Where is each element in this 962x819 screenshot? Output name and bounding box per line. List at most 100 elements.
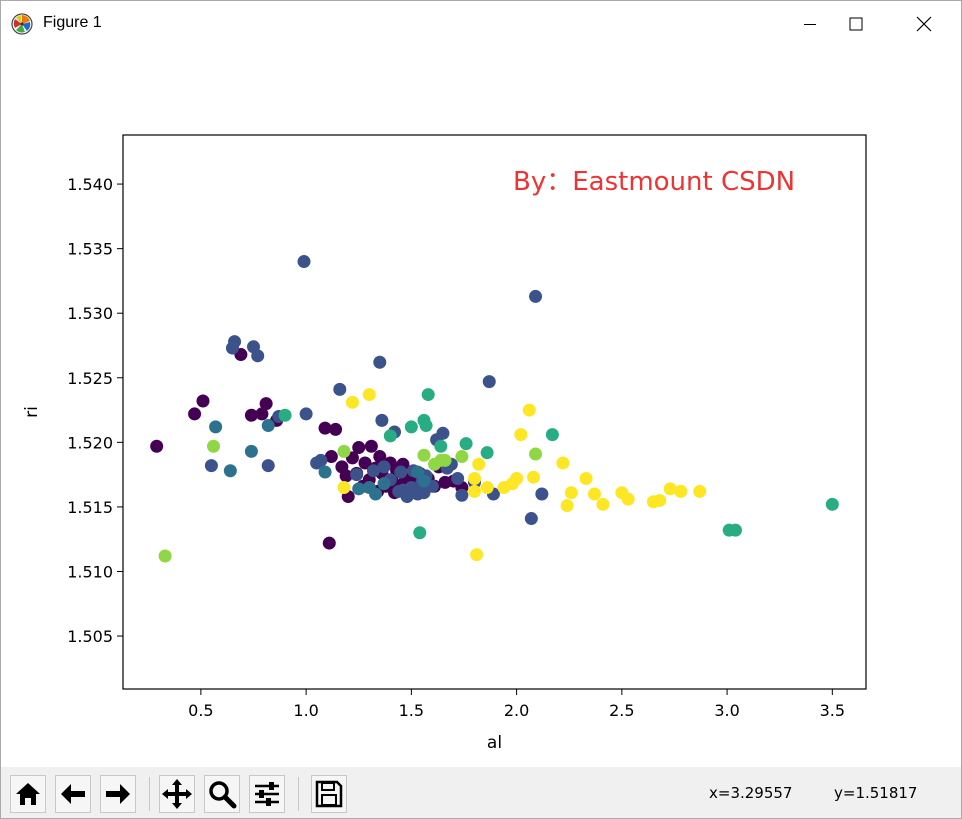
scatter-point <box>188 407 202 421</box>
scatter-point <box>251 349 265 363</box>
scatter-point <box>459 437 473 451</box>
scatter-point <box>482 375 496 389</box>
scatter-point <box>436 426 450 440</box>
pan-button[interactable] <box>159 775 195 813</box>
scatter-point <box>318 465 332 479</box>
scatter-point <box>468 484 482 498</box>
scatter-point <box>729 523 743 537</box>
scatter-point <box>480 481 494 495</box>
arrow-right-icon <box>106 784 130 804</box>
cursor-x-readout: x=3.29557 <box>709 784 793 802</box>
scatter-point <box>468 472 482 486</box>
x-tick-label: 1.0 <box>293 701 318 720</box>
scatter-point <box>514 428 528 442</box>
back-button[interactable] <box>55 775 91 813</box>
scatter-point <box>358 456 372 470</box>
home-button[interactable] <box>10 775 46 813</box>
scatter-point <box>825 497 839 511</box>
scatter-point <box>419 419 433 433</box>
scatter-point <box>455 488 469 502</box>
scatter-point <box>470 548 484 562</box>
scatter-point <box>337 444 351 458</box>
scatter-point <box>438 453 452 467</box>
scatter-point <box>579 472 593 486</box>
scatter-point <box>417 474 431 488</box>
scatter-point <box>451 472 465 486</box>
scatter-point <box>560 499 574 513</box>
scatter-point <box>522 403 536 417</box>
y-tick-label: 1.525 <box>67 369 113 388</box>
scatter-point <box>434 439 448 453</box>
y-tick-label: 1.520 <box>67 433 113 452</box>
scatter-point <box>339 469 353 483</box>
scatter-point <box>404 420 418 434</box>
scatter-point <box>526 470 540 484</box>
scatter-point <box>375 413 389 427</box>
scatter-point <box>556 456 570 470</box>
scatter-point <box>394 465 408 479</box>
x-axis-ticks: 0.5 1.0 1.5 2.0 2.5 3.0 3.5 <box>188 689 845 720</box>
scatter-point <box>535 487 549 501</box>
scatter-point <box>299 407 313 421</box>
minimize-icon <box>804 24 816 25</box>
y-tick-label: 1.540 <box>67 175 113 194</box>
scatter-point <box>369 487 383 501</box>
scatter-point <box>362 388 376 402</box>
magnifier-icon <box>209 781 237 809</box>
scatter-point <box>545 428 559 442</box>
y-tick-label: 1.505 <box>67 627 113 646</box>
scatter-point <box>377 477 391 491</box>
close-button[interactable] <box>901 1 947 47</box>
x-tick-label: 2.5 <box>609 701 634 720</box>
scatter-point <box>377 460 391 474</box>
scatter-point <box>244 408 258 422</box>
forward-button[interactable] <box>100 775 136 813</box>
scatter-point <box>653 493 667 507</box>
scatter-point <box>529 447 543 461</box>
scatter-point <box>411 465 425 479</box>
arrow-left-icon <box>61 784 85 804</box>
configure-subplots-button[interactable] <box>249 775 285 813</box>
minimize-button[interactable] <box>787 1 833 47</box>
home-icon <box>16 783 40 805</box>
scatter-point <box>596 497 610 511</box>
y-tick-label: 1.515 <box>67 498 113 517</box>
toolbar-separator <box>298 777 299 811</box>
scatter-point <box>417 448 431 462</box>
navigation-toolbar: x=3.29557 y=1.51817 <box>1 767 961 818</box>
scatter-chart[interactable]: 0.5 1.0 1.5 2.0 2.5 3.0 3.5 1.5051.5101.5151.5… <box>1 47 961 767</box>
scatter-point <box>204 459 218 473</box>
y-tick-label: 1.535 <box>67 240 113 259</box>
floppy-disk-icon <box>315 780 343 808</box>
y-tick-label: 1.510 <box>67 562 113 581</box>
axes-frame <box>122 134 867 690</box>
maximize-button[interactable] <box>833 1 879 47</box>
zoom-button[interactable] <box>204 775 240 813</box>
scatter-point <box>244 444 258 458</box>
scatter-point <box>663 482 677 496</box>
sliders-icon <box>255 782 279 806</box>
scatter-point <box>209 420 223 434</box>
scatter-point <box>564 486 578 500</box>
x-tick-label: 3.0 <box>714 701 739 720</box>
figure-canvas[interactable]: 0.5 1.0 1.5 2.0 2.5 3.0 3.5 1.505 1.510 1.515 1.5… <box>1 47 961 767</box>
scatter-point <box>329 422 343 436</box>
scatter-point <box>480 446 494 460</box>
scatter-point <box>324 450 338 464</box>
scatter-point <box>333 382 347 396</box>
matplotlib-logo-icon <box>11 13 33 35</box>
scatter-point <box>223 464 237 478</box>
title-bar[interactable]: Figure 1 <box>1 1 961 47</box>
scatter-point <box>259 397 273 411</box>
scatter-point <box>278 408 292 422</box>
window-title: Figure 1 <box>43 14 102 31</box>
toolbar-separator <box>149 777 150 811</box>
scatter-point <box>345 395 359 409</box>
y-tick-label: 1.530 <box>67 304 113 323</box>
scatter-point <box>693 484 707 498</box>
save-button[interactable] <box>311 775 347 813</box>
scatter-point <box>373 450 387 464</box>
scatter-point <box>383 429 397 443</box>
y-axis-ticks: 1.505 1.510 1.515 1.520 1.525 1.530 1.535 1.540 <box>67 175 123 646</box>
